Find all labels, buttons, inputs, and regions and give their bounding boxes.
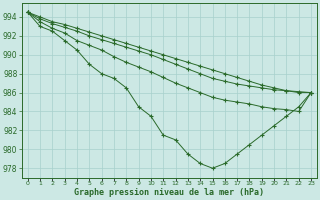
X-axis label: Graphe pression niveau de la mer (hPa): Graphe pression niveau de la mer (hPa) [74,188,264,197]
